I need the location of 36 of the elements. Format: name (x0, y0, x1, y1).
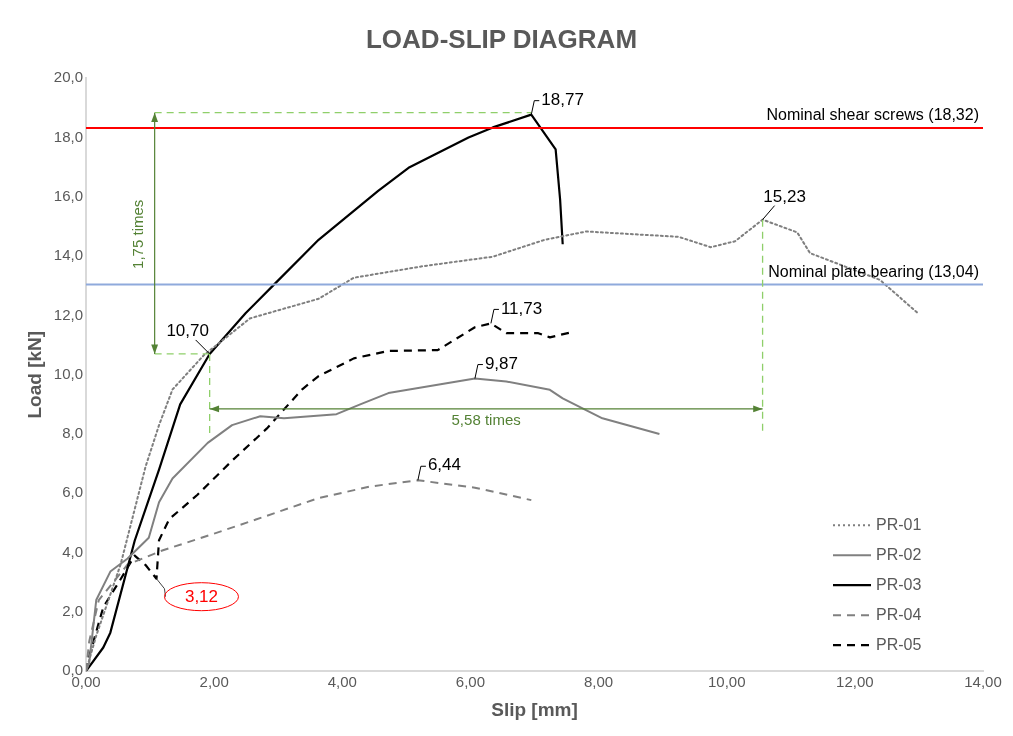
legend-label: PR-01 (876, 515, 922, 533)
y-tick-label: 18,0 (53, 127, 83, 145)
chart-title: LOAD-SLIP DIAGRAM (365, 23, 638, 54)
x-tick-label: 2,00 (199, 673, 229, 691)
annotation: 3,12 (184, 587, 219, 607)
y-axis-title: Load [kN] (23, 330, 45, 419)
annotation: 18,77 (541, 89, 584, 109)
legend-label: PR-02 (876, 545, 922, 563)
x-tick-label: 4,00 (327, 673, 357, 691)
y-tick-label: 8,0 (62, 424, 83, 442)
annotation: 1,75 times (129, 199, 147, 269)
legend-label: PR-04 (876, 605, 922, 623)
ref-line-label: Nominal plate bearing (13,04) (768, 262, 979, 280)
y-tick-label: 12,0 (53, 305, 83, 323)
annotation: 9,87 (484, 353, 518, 373)
y-tick-label: 10,0 (53, 364, 83, 382)
y-tick-label: 16,0 (53, 186, 83, 204)
y-tick-label: 14,0 (53, 246, 83, 264)
legend-label: PR-05 (876, 635, 922, 653)
x-axis-title: Slip [mm] (491, 698, 578, 720)
x-tick-label: 10,00 (707, 673, 746, 691)
y-tick-label: 4,0 (62, 542, 83, 560)
x-tick-label: 12,00 (836, 673, 874, 691)
y-tick-label: 2,0 (62, 602, 83, 620)
x-tick-label: 6,00 (455, 673, 486, 691)
annotation: 10,70 (166, 321, 209, 341)
ref-line-label: Nominal shear screws (18,32) (766, 106, 979, 124)
y-tick-label: 6,0 (62, 483, 83, 501)
annotation: 6,44 (427, 455, 461, 475)
annotation: 11,73 (500, 298, 543, 318)
annotation: 5,58 times (451, 410, 521, 428)
x-tick-label: 8,00 (583, 673, 614, 691)
annotation: 15,23 (763, 186, 806, 206)
y-tick-label: 20,0 (53, 68, 83, 86)
x-tick-label: 14,00 (964, 673, 1002, 691)
legend-label: PR-03 (876, 575, 922, 593)
